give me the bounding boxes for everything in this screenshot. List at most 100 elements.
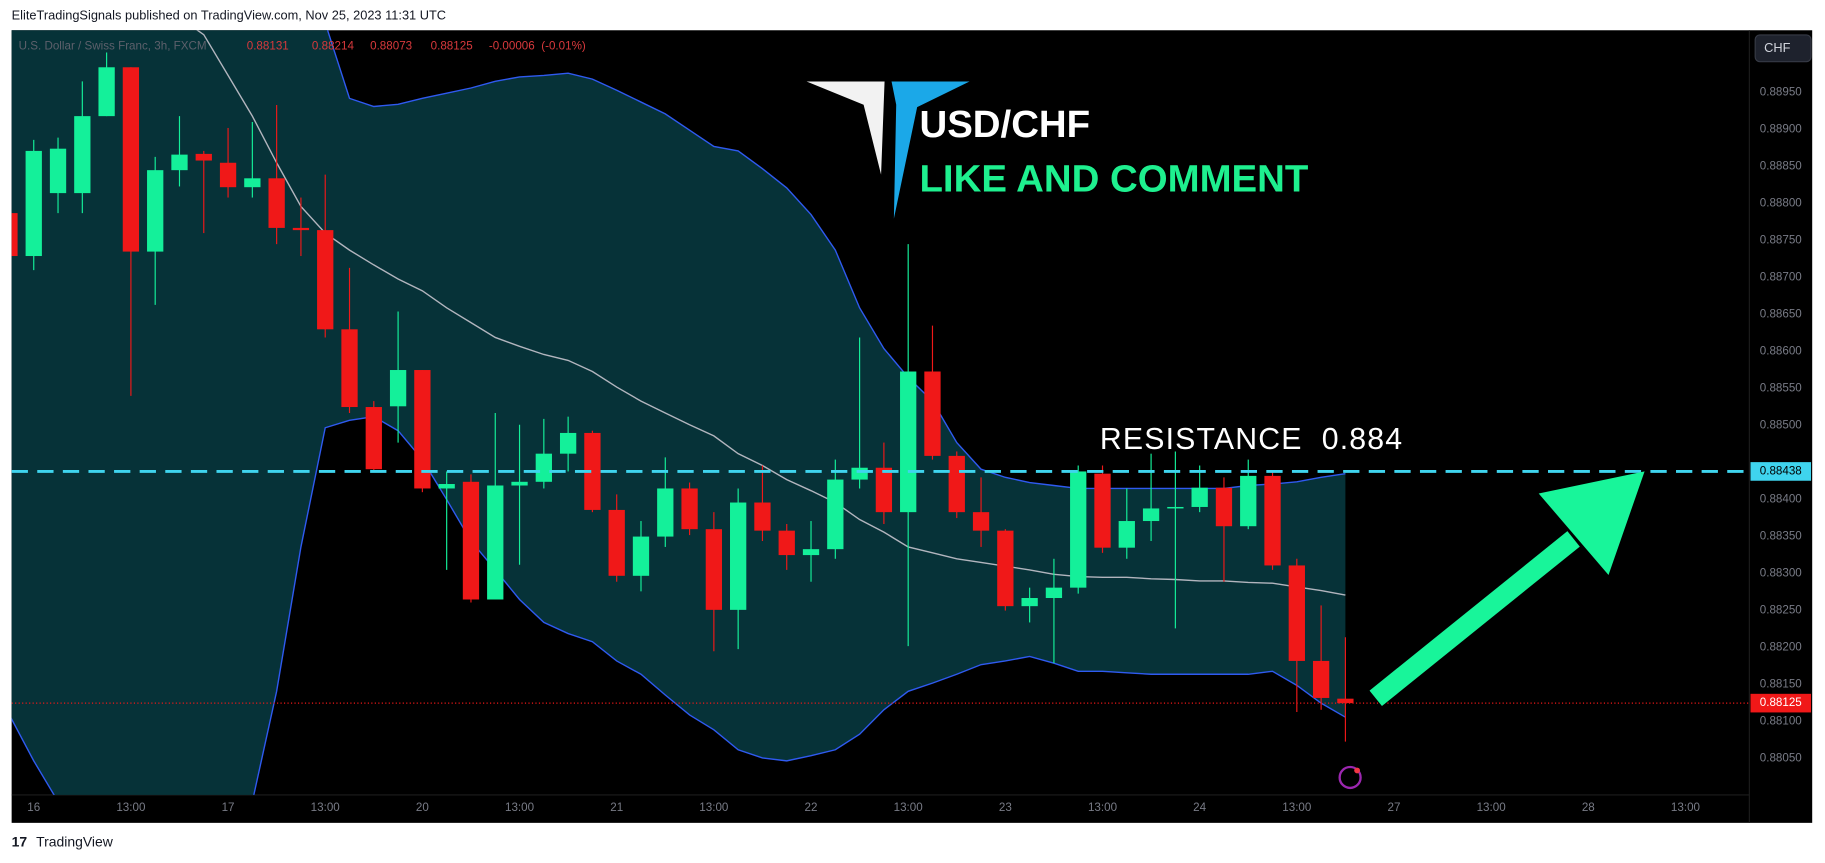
candle-body bbox=[389, 370, 407, 407]
x-tick-label: 20 bbox=[416, 801, 429, 814]
resistance-text: RESISTANCE 0.884 bbox=[1100, 423, 1403, 456]
title: USD/CHF bbox=[919, 103, 1090, 146]
legend-symbol: U.S. Dollar / Swiss Franc, 3h, FXCM bbox=[19, 40, 207, 53]
candle-body bbox=[147, 170, 164, 252]
candle-body bbox=[632, 536, 650, 576]
y-tick-label: 0.88950 bbox=[1760, 86, 1803, 99]
resistance-price: 0.88438 bbox=[1760, 465, 1802, 478]
candle-body bbox=[997, 530, 1014, 607]
legend-change-pct: (-0.01%) bbox=[541, 40, 586, 53]
candle-body bbox=[49, 148, 67, 194]
x-tick-label: 13:00 bbox=[505, 801, 535, 814]
candle-body bbox=[1191, 487, 1208, 507]
candle-body bbox=[74, 116, 91, 194]
candle-body bbox=[341, 329, 358, 408]
candle-body bbox=[972, 512, 990, 531]
x-tick-label: 28 bbox=[1582, 801, 1595, 814]
currency-button[interactable] bbox=[1754, 34, 1812, 63]
candle-body bbox=[98, 67, 115, 117]
candle-body bbox=[25, 150, 42, 257]
x-tick-label: 17 bbox=[222, 801, 235, 814]
last-price: 0.88125 bbox=[1760, 696, 1802, 709]
x-tick-label: 13:00 bbox=[894, 801, 924, 814]
candle-body bbox=[1167, 506, 1184, 509]
candle-body bbox=[1094, 473, 1111, 548]
candle-body bbox=[778, 530, 795, 556]
y-tick-label: 0.88850 bbox=[1760, 160, 1803, 173]
x-tick-label: 13:00 bbox=[116, 801, 146, 814]
currency[interactable]: CHF bbox=[1764, 40, 1790, 55]
arrow-shaft bbox=[1369, 531, 1580, 707]
candle-body bbox=[1021, 598, 1038, 607]
candle-body bbox=[827, 479, 844, 550]
lower-band bbox=[11, 415, 1346, 795]
y-tick-label: 0.88150 bbox=[1760, 678, 1803, 691]
x-tick-label: 24 bbox=[1193, 801, 1206, 814]
candle-body bbox=[219, 162, 237, 188]
legend-open: 0.88131 bbox=[247, 40, 289, 53]
candle-body bbox=[1264, 475, 1281, 566]
candle-body bbox=[584, 432, 601, 510]
footer: TradingView bbox=[36, 833, 114, 849]
candle-body bbox=[195, 153, 212, 161]
x-tick-label: 13:00 bbox=[1671, 801, 1701, 814]
candle-body bbox=[244, 178, 261, 188]
resistance-price-box bbox=[1750, 462, 1812, 481]
y-tick-label: 0.88900 bbox=[1760, 123, 1803, 136]
candle-body bbox=[317, 230, 334, 330]
candle-body bbox=[462, 481, 480, 600]
event-icon bbox=[1338, 765, 1362, 790]
candle-body bbox=[851, 467, 868, 480]
y-tick-label: 0.88250 bbox=[1760, 604, 1803, 617]
candle-body bbox=[535, 453, 552, 482]
x-tick-label: 13:00 bbox=[1282, 801, 1312, 814]
candle-body bbox=[1288, 565, 1305, 661]
legend-change: -0.00006 bbox=[489, 40, 535, 53]
candle-body bbox=[900, 371, 917, 513]
candle-body bbox=[948, 455, 965, 513]
y-tick-label: 0.88050 bbox=[1760, 752, 1803, 765]
candle-body bbox=[802, 549, 820, 556]
y-tick-label: 0.88550 bbox=[1760, 382, 1803, 395]
candle-body bbox=[1045, 587, 1063, 599]
candle-body bbox=[1337, 698, 1354, 704]
y-tick-label: 0.88800 bbox=[1760, 197, 1803, 210]
y-tick-label: 0.88100 bbox=[1760, 715, 1803, 728]
candle-body bbox=[608, 509, 625, 576]
x-tick-label: 13:00 bbox=[1477, 801, 1507, 814]
candle-body bbox=[559, 432, 577, 454]
candle-body bbox=[292, 227, 310, 231]
candle-body bbox=[1118, 521, 1135, 548]
logo-white bbox=[806, 81, 885, 175]
x-tick-label: 16 bbox=[27, 801, 40, 814]
candle-body bbox=[171, 154, 188, 171]
x-tick-label: 27 bbox=[1388, 801, 1401, 814]
plot bbox=[11, 30, 1750, 795]
candle-body bbox=[1312, 660, 1330, 698]
y-tick-label: 0.88200 bbox=[1760, 641, 1803, 654]
x-tick-label: 13:00 bbox=[699, 801, 729, 814]
legend-close: 0.88125 bbox=[431, 40, 473, 53]
candle-body bbox=[924, 371, 941, 456]
x-tick-label: 13:00 bbox=[311, 801, 341, 814]
candle-body bbox=[730, 502, 747, 610]
middle-band bbox=[196, 30, 1346, 596]
logo-blue bbox=[891, 81, 970, 219]
candle-body bbox=[268, 178, 285, 228]
header: EliteTradingSignals published on Trading… bbox=[12, 8, 446, 23]
y-tick-label: 0.88650 bbox=[1760, 308, 1803, 321]
candle-body bbox=[487, 485, 504, 600]
candle-body bbox=[657, 488, 674, 537]
candle-body bbox=[754, 502, 771, 531]
x-tick-label: 23 bbox=[999, 801, 1012, 814]
last-price-box bbox=[1750, 693, 1812, 713]
x-tick-label: 22 bbox=[805, 801, 818, 814]
candle-body bbox=[438, 484, 455, 489]
candle-body bbox=[1070, 471, 1087, 588]
candle-body bbox=[1215, 487, 1233, 527]
candle-body bbox=[365, 407, 382, 470]
legend-high: 0.88214 bbox=[312, 40, 355, 53]
overlay: USD/CHF LIKE AND COMMENT CHF 17 TradingV… bbox=[12, 34, 1812, 849]
